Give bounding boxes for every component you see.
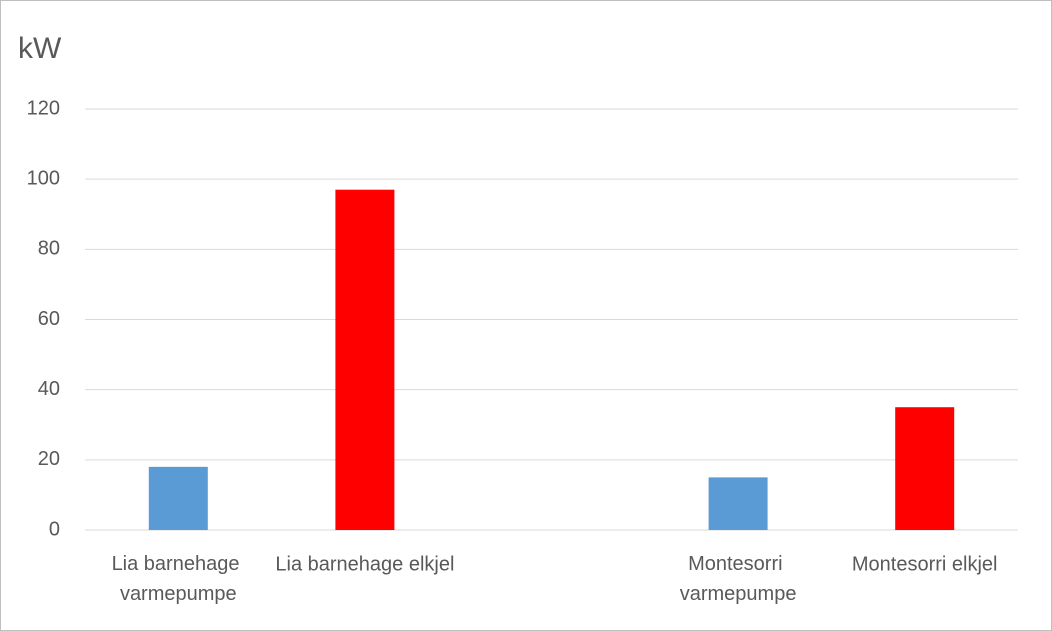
- y-tick-label: 0: [49, 518, 60, 540]
- y-tick-label: 100: [27, 167, 60, 189]
- y-tick-label: 80: [38, 238, 60, 260]
- y-tick-label: 40: [38, 378, 60, 400]
- y-tick-label: 20: [38, 448, 60, 470]
- x-tick-label: Lia barnehage elkjel: [275, 553, 454, 575]
- bar: [895, 407, 955, 530]
- chart-title: kW: [18, 32, 62, 65]
- x-tick-label: Lia barnehage varmepumpe: [112, 553, 245, 605]
- x-tick-label: Montesorri varmepumpe: [680, 553, 797, 605]
- x-tick-label: Montesorri elkjel: [852, 553, 998, 575]
- y-tick-label: 60: [38, 308, 60, 330]
- bar: [335, 189, 395, 531]
- bar: [708, 477, 768, 530]
- y-tick-label: 120: [27, 97, 60, 119]
- bar: [148, 466, 208, 530]
